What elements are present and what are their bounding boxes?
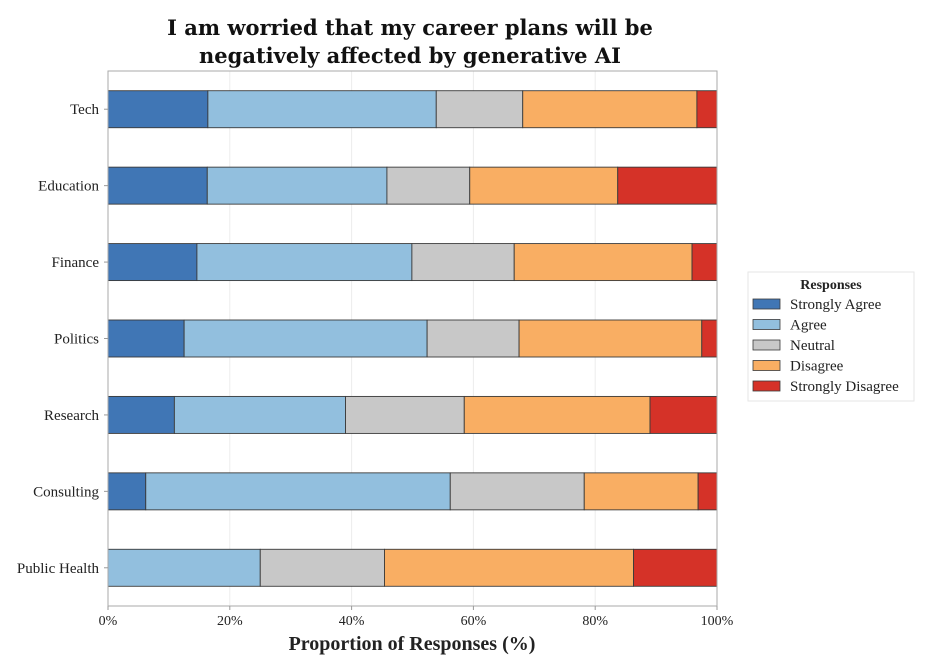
bar-segment-disagree <box>518 319 703 358</box>
bar-segment-strongly-disagree <box>696 90 718 129</box>
bar-group-finance <box>107 243 718 282</box>
bar-segment-disagree <box>583 472 699 511</box>
legend-box <box>747 271 915 402</box>
legend-label: Strongly Agree <box>790 297 882 313</box>
legend-swatch <box>752 319 781 330</box>
bar-group-education <box>107 166 718 205</box>
legend-item-disagree: Disagree <box>752 359 844 375</box>
bar-segment-agree <box>107 548 261 587</box>
bar-segment-strongly-agree <box>107 395 175 434</box>
legend-item-agree: Agree <box>752 318 827 334</box>
legend-swatch <box>752 339 781 351</box>
bar-segment-disagree <box>469 166 619 205</box>
x-tick-label: 80% <box>582 614 608 629</box>
bars <box>107 90 718 587</box>
title-line-1: I am worried that my career plans will b… <box>167 15 653 40</box>
bar-segment-agree <box>173 395 346 434</box>
x-axis: 0% 20% 40% 60% 80% 100% <box>99 606 734 629</box>
bar-segment-strongly-agree <box>107 319 185 358</box>
bar-segment-disagree <box>384 548 635 587</box>
x-tick-label: 20% <box>217 614 243 629</box>
bar-segment-neutral <box>345 395 465 434</box>
bar-segment-strongly-disagree <box>701 319 718 358</box>
bar-segment-neutral <box>426 319 520 358</box>
bar-segment-agree <box>145 472 451 511</box>
y-tick-label: Public Health <box>17 561 100 577</box>
legend-item-strongly-agree: Strongly Agree <box>752 297 882 313</box>
legend: Responses Strongly Agree Agree Neutral Disa… <box>747 271 915 402</box>
legend-label: Strongly Disagree <box>790 379 899 395</box>
chart-title: I am worried that my career plans will b… <box>167 15 653 68</box>
bar-segment-agree <box>206 166 388 205</box>
y-tick-label: Tech <box>70 102 99 118</box>
bar-segment-neutral <box>449 472 585 511</box>
x-tick-label: 100% <box>701 614 734 629</box>
legend-item-neutral: Neutral <box>752 338 835 354</box>
bar-segment-agree <box>207 90 437 129</box>
bar-segment-agree <box>196 243 413 282</box>
title-line-2: negatively affected by generative AI <box>199 43 621 68</box>
y-tick-label: Education <box>38 179 99 195</box>
legend-title: Responses <box>800 278 862 293</box>
x-tick-label: 40% <box>339 614 365 629</box>
bar-group-tech <box>107 90 718 129</box>
bar-group-research <box>107 395 718 434</box>
bar-segment-strongly-disagree <box>691 243 718 282</box>
bar-group-public-health <box>107 548 718 587</box>
bar-segment-strongly-disagree <box>697 472 718 511</box>
y-tick-label: Research <box>44 408 99 424</box>
legend-swatch <box>752 298 781 310</box>
bar-segment-strongly-agree <box>107 166 208 205</box>
bar-segment-neutral <box>386 166 471 205</box>
legend-label: Disagree <box>790 359 844 375</box>
bar-segment-neutral <box>259 548 385 587</box>
bar-segment-agree <box>183 319 428 358</box>
legend-item-strongly-disagree: Strongly Disagree <box>752 379 899 395</box>
bar-segment-disagree <box>522 90 698 129</box>
bar-segment-strongly-disagree <box>633 548 718 587</box>
y-tick-label: Consulting <box>33 484 99 500</box>
bar-segment-strongly-agree <box>107 472 147 511</box>
bar-segment-neutral <box>411 243 515 282</box>
legend-label: Neutral <box>790 338 835 354</box>
x-tick-label: 60% <box>461 614 487 629</box>
bar-segment-neutral <box>435 90 524 129</box>
bar-segment-strongly-disagree <box>617 166 718 205</box>
x-tick-label: 0% <box>99 614 118 629</box>
bar-group-consulting <box>107 472 718 511</box>
bar-segment-disagree <box>513 243 693 282</box>
bar-segment-strongly-disagree <box>649 395 718 434</box>
y-tick-label: Finance <box>52 255 100 271</box>
bar-segment-disagree <box>463 395 651 434</box>
bar-segment-strongly-agree <box>107 243 198 282</box>
y-tick-label: Politics <box>54 332 99 348</box>
legend-swatch <box>752 360 781 371</box>
x-axis-label: Proportion of Responses (%) <box>289 633 536 655</box>
legend-swatch <box>752 380 781 392</box>
bar-group-politics <box>107 319 718 358</box>
y-axis: Tech Education Finance Politics Research Cons… <box>17 102 108 577</box>
legend-label: Agree <box>790 318 827 334</box>
bar-segment-strongly-agree <box>107 90 209 129</box>
